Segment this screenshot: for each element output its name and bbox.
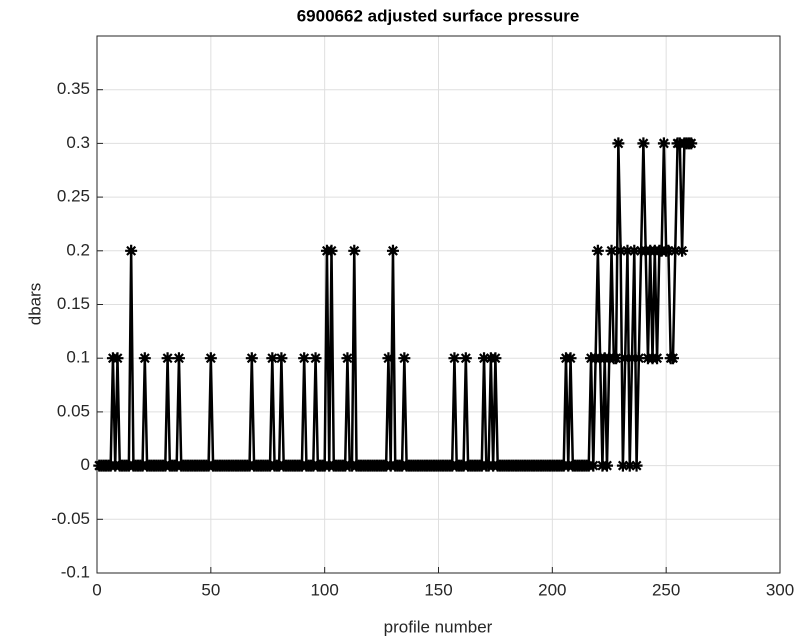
- marker: [637, 137, 650, 150]
- x-tick-label: 100: [310, 580, 338, 599]
- axes-box: [96, 35, 781, 574]
- x-tick-label: 50: [201, 580, 220, 599]
- marker: [657, 137, 670, 150]
- marker: [632, 352, 645, 365]
- marker: [125, 244, 138, 257]
- marker: [564, 352, 577, 365]
- marker: [111, 352, 124, 365]
- marker: [172, 352, 185, 365]
- x-tick-label: 200: [538, 580, 566, 599]
- marker: [298, 352, 311, 365]
- x-axis-label: profile number: [384, 617, 493, 636]
- y-tick-label: 0.3: [66, 133, 90, 152]
- marker: [489, 352, 502, 365]
- y-tick-label: -0.05: [51, 509, 90, 528]
- marker: [309, 352, 322, 365]
- marker: [398, 352, 411, 365]
- y-tick-label: -0.1: [61, 562, 90, 581]
- y-tick-label: 0.25: [57, 187, 90, 206]
- marker: [685, 137, 698, 150]
- plot-area: [93, 137, 698, 472]
- marker: [266, 352, 279, 365]
- marker: [386, 244, 399, 257]
- marker: [662, 244, 675, 257]
- marker: [275, 352, 288, 365]
- marker: [600, 459, 613, 472]
- marker: [619, 352, 632, 365]
- marker: [138, 352, 151, 365]
- y-tick-label: 0.1: [66, 348, 90, 367]
- marker: [612, 137, 625, 150]
- x-tick-label: 250: [652, 580, 680, 599]
- marker: [610, 352, 623, 365]
- marker: [626, 352, 639, 365]
- marker: [651, 352, 664, 365]
- marker: [669, 244, 682, 257]
- x-tick-label: 0: [92, 580, 101, 599]
- marker: [676, 244, 689, 257]
- marker: [616, 459, 629, 472]
- marker: [325, 244, 338, 257]
- marker: [605, 244, 618, 257]
- x-tick-label: 300: [766, 580, 794, 599]
- marker: [341, 352, 354, 365]
- y-axis-label: dbars: [25, 283, 44, 326]
- marker: [161, 352, 174, 365]
- y-tick-label: 0.2: [66, 240, 90, 259]
- marker: [621, 244, 634, 257]
- marker: [204, 352, 217, 365]
- marker: [591, 244, 604, 257]
- marker: [245, 352, 258, 365]
- y-tick-label: 0.35: [57, 79, 90, 98]
- y-tick-label: 0.15: [57, 294, 90, 313]
- marker: [459, 352, 472, 365]
- y-tick-label: 0.05: [57, 401, 90, 420]
- x-tick-label: 150: [424, 580, 452, 599]
- marker: [666, 352, 679, 365]
- marker: [630, 459, 643, 472]
- y-tick-label: 0: [81, 455, 90, 474]
- marker: [623, 459, 636, 472]
- marker: [478, 352, 491, 365]
- marker: [628, 244, 641, 257]
- marker: [614, 244, 627, 257]
- chart-title: 6900662 adjusted surface pressure: [297, 6, 580, 25]
- marker: [448, 352, 461, 365]
- marker: [587, 459, 600, 472]
- marker: [382, 352, 395, 365]
- marker: [348, 244, 361, 257]
